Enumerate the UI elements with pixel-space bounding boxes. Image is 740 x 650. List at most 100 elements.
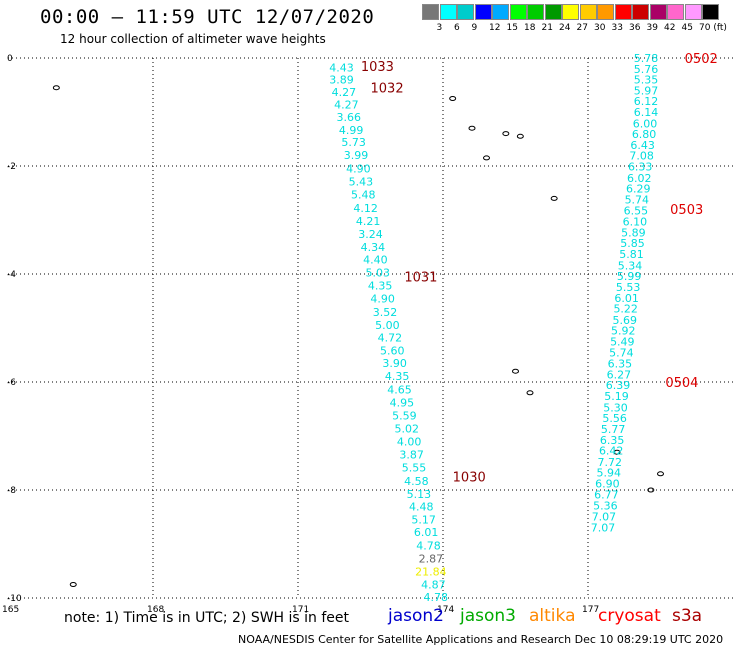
wave-height-value: 4.87 <box>421 579 446 592</box>
legend-swatch <box>702 4 719 20</box>
wave-height-value: 5.85 <box>620 237 645 250</box>
wave-height-value: 4.12 <box>353 202 378 215</box>
wave-height-value: 6.77 <box>594 488 619 501</box>
wave-height-value: 4.40 <box>363 253 388 266</box>
wave-height-value: 4.34 <box>361 241 386 254</box>
island-outline <box>52 85 60 91</box>
legend-swatch <box>649 4 667 20</box>
wave-height-value: 5.94 <box>597 467 622 480</box>
satellite-altika-label: altika <box>529 606 576 626</box>
wave-height-value: 5.59 <box>392 409 417 422</box>
y-tick-label: -10 <box>7 594 22 604</box>
wave-height-value: 4.78 <box>416 540 441 553</box>
wave-height-value: 3.87 <box>399 448 424 461</box>
wave-height-value: 3.90 <box>382 357 407 370</box>
wave-height-value: 6.80 <box>632 128 657 141</box>
wave-height-value: 5.48 <box>351 189 376 202</box>
legend-label: 36 <box>629 23 641 33</box>
wave-height-value: 5.77 <box>601 423 626 436</box>
y-tick-label: 0 <box>7 54 13 64</box>
wave-height-value: 4.21 <box>356 215 381 228</box>
island-outline <box>69 582 77 587</box>
wave-height-value: 5.89 <box>621 226 646 239</box>
satellite-jason3-label: jason3 <box>460 606 516 626</box>
wave-height-value: 5.73 <box>341 136 366 149</box>
legend-swatch <box>457 4 474 20</box>
wave-height-value: 7.08 <box>629 150 654 163</box>
island-outline <box>468 125 476 131</box>
wave-height-value: 5.60 <box>380 345 405 358</box>
time-marker-label: 1033 <box>361 60 394 75</box>
wave-height-value: 4.78 <box>424 591 449 604</box>
wave-height-value: 3.24 <box>358 228 383 241</box>
wave-height-value: 5.49 <box>610 336 635 349</box>
legend-swatch <box>562 4 579 20</box>
wave-height-value: 6.01 <box>414 526 439 539</box>
wave-height-value: 4.58 <box>404 475 429 488</box>
wave-height-value: 5.03 <box>366 266 391 279</box>
wave-height-value: 5.02 <box>395 422 420 435</box>
wave-height-value: 6.33 <box>628 161 653 174</box>
wave-height-value: 4.72 <box>378 332 403 345</box>
legend-swatch <box>422 4 439 20</box>
wave-height-value: 4.35 <box>385 370 410 383</box>
page-title: 00:00 – 11:59 UTC 12/07/2020 <box>40 6 375 28</box>
island-outline <box>647 487 655 493</box>
legend-label: 33 <box>611 23 623 33</box>
legend-label: 15 <box>506 23 518 33</box>
time-marker-label: 1030 <box>453 471 486 486</box>
legend-swatch <box>614 4 632 20</box>
wave-height-value: 6.00 <box>633 117 658 130</box>
wave-height-value: 6.42 <box>599 445 624 458</box>
wave-height-value: 5.92 <box>611 325 636 338</box>
legend-label: 70 (ft) <box>699 23 727 33</box>
island-outline <box>449 96 457 101</box>
legend-swatch <box>492 4 509 20</box>
wave-height-value: 6.01 <box>614 292 639 305</box>
wave-height-value: 6.02 <box>627 172 652 185</box>
wave-height-value: 5.97 <box>634 84 659 97</box>
legend-label: 18 <box>524 23 536 33</box>
wave-height-value: 3.99 <box>344 149 369 162</box>
island-outline <box>613 449 621 455</box>
wave-height-value: 5.30 <box>603 401 628 414</box>
wave-height-value: 5.22 <box>613 303 638 316</box>
wave-height-value: 5.53 <box>616 281 641 294</box>
wave-height-value: 6.43 <box>630 139 655 152</box>
legend-swatch <box>544 4 562 20</box>
time-marker-label: 0504 <box>665 376 698 391</box>
legend-swatch <box>527 4 544 20</box>
legend-label: 27 <box>576 23 588 33</box>
wave-height-value: 2.87 <box>419 553 444 566</box>
wave-height-value: 4.27 <box>334 98 359 111</box>
y-tick-label: -8 <box>7 486 16 496</box>
x-tick-label: 168 <box>147 605 164 615</box>
wave-height-value: 3.52 <box>373 306 398 319</box>
wave-height-value: 5.81 <box>619 248 644 261</box>
legend-swatch <box>667 4 684 20</box>
legend-swatch <box>509 4 527 20</box>
legend-label: 12 <box>489 23 501 33</box>
time-marker-label: 0503 <box>670 203 703 218</box>
wave-height-value: 5.69 <box>612 314 637 327</box>
wave-height-value: 5.78 <box>634 52 659 65</box>
wave-height-value: 4.00 <box>397 435 422 448</box>
wave-height-value: 6.27 <box>607 368 632 381</box>
satellite-jason2-label: jason2 <box>388 606 444 626</box>
y-tick-label: -4 <box>7 270 16 280</box>
legend-swatch <box>684 4 702 20</box>
wave-height-value: 4.65 <box>387 384 412 397</box>
y-tick-label: -2 <box>7 162 16 172</box>
legend-swatch <box>439 4 457 20</box>
legend-swatch <box>579 4 597 20</box>
footer-note: note: 1) Time is in UTC; 2) SWH is in fe… <box>64 610 350 626</box>
legend-label: 24 <box>559 23 571 33</box>
wave-height-value: 7.07 <box>592 510 617 523</box>
satellite-s3a-label: s3a <box>672 606 703 626</box>
wave-height-value: 5.35 <box>634 74 659 87</box>
wave-height-value: 4.90 <box>346 163 371 176</box>
wave-height-value: 4.43 <box>329 62 354 75</box>
x-tick-label: 174 <box>437 605 454 615</box>
page-subtitle: 12 hour collection of altimeter wave hei… <box>60 32 326 46</box>
wave-height-value: 7.72 <box>598 456 623 469</box>
